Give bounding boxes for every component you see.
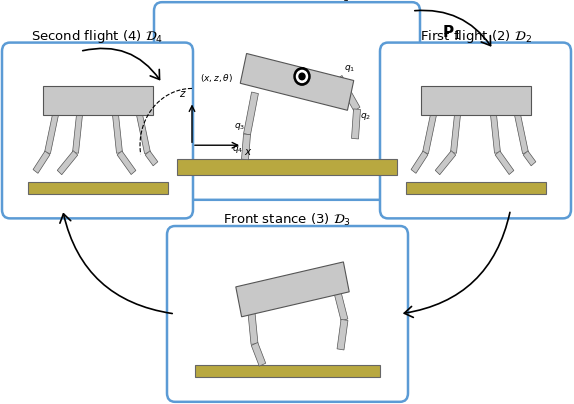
Circle shape — [299, 73, 305, 80]
Text: $(x, z, \theta)$: $(x, z, \theta)$ — [200, 72, 233, 84]
Text: $x$: $x$ — [244, 147, 253, 158]
Text: First flight (2) $\mathcal{D}_2$: First flight (2) $\mathcal{D}_2$ — [420, 28, 532, 45]
Polygon shape — [336, 76, 360, 111]
Text: $q_4$: $q_4$ — [232, 144, 243, 155]
FancyArrowPatch shape — [60, 214, 172, 314]
Text: $\mathbf{P}_1$: $\mathbf{P}_1$ — [443, 23, 461, 42]
FancyArrowPatch shape — [404, 213, 510, 318]
FancyArrowPatch shape — [83, 48, 160, 80]
Polygon shape — [421, 86, 530, 115]
FancyBboxPatch shape — [380, 42, 571, 219]
Polygon shape — [491, 114, 501, 153]
Polygon shape — [33, 151, 50, 173]
Polygon shape — [331, 280, 348, 321]
Text: $q_2$: $q_2$ — [360, 112, 371, 122]
Polygon shape — [45, 114, 59, 154]
Polygon shape — [495, 151, 514, 175]
Polygon shape — [241, 53, 354, 110]
Text: $q_3$: $q_3$ — [234, 121, 245, 132]
Polygon shape — [243, 92, 258, 135]
Text: $z$: $z$ — [179, 89, 187, 99]
FancyBboxPatch shape — [167, 226, 408, 402]
Text: $q_1$: $q_1$ — [344, 63, 355, 74]
Text: Back stance (1) $\mathcal{D}_1$: Back stance (1) $\mathcal{D}_1$ — [224, 0, 350, 4]
Polygon shape — [435, 151, 456, 175]
Text: Second flight (4) $\mathcal{D}_4$: Second flight (4) $\mathcal{D}_4$ — [32, 28, 164, 45]
Circle shape — [294, 68, 310, 85]
FancyBboxPatch shape — [154, 2, 420, 200]
Polygon shape — [137, 114, 150, 154]
Polygon shape — [411, 151, 428, 173]
Polygon shape — [242, 134, 250, 160]
Polygon shape — [422, 114, 436, 154]
Bar — [195, 365, 380, 377]
FancyArrowPatch shape — [415, 11, 491, 46]
Polygon shape — [523, 151, 536, 166]
Bar — [177, 160, 397, 175]
FancyBboxPatch shape — [2, 42, 193, 219]
Polygon shape — [247, 302, 258, 344]
Circle shape — [297, 70, 308, 82]
Bar — [28, 182, 168, 194]
Text: Front stance (3) $\mathcal{D}_3$: Front stance (3) $\mathcal{D}_3$ — [223, 212, 351, 228]
Bar — [405, 182, 545, 194]
Polygon shape — [351, 109, 360, 139]
Polygon shape — [117, 151, 136, 175]
Polygon shape — [57, 151, 77, 175]
Polygon shape — [72, 114, 83, 153]
Polygon shape — [337, 320, 348, 350]
Polygon shape — [251, 343, 266, 366]
Polygon shape — [145, 151, 158, 166]
Polygon shape — [42, 86, 153, 115]
Polygon shape — [451, 114, 460, 153]
Polygon shape — [113, 114, 122, 153]
Polygon shape — [514, 114, 529, 154]
Polygon shape — [236, 262, 349, 317]
